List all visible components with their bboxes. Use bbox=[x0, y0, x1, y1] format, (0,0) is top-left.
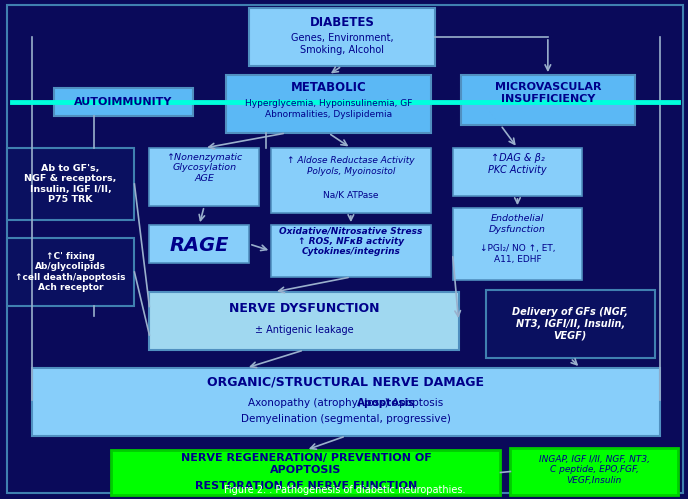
Text: ± Antigenic leakage: ± Antigenic leakage bbox=[255, 325, 354, 335]
Text: METABOLIC: METABOLIC bbox=[290, 80, 366, 93]
FancyBboxPatch shape bbox=[271, 148, 431, 213]
Text: MICROVASCULAR
INSUFFICIENCY: MICROVASCULAR INSUFFICIENCY bbox=[495, 82, 601, 104]
Text: AUTOIMMUNITY: AUTOIMMUNITY bbox=[74, 97, 173, 107]
FancyBboxPatch shape bbox=[111, 450, 500, 495]
FancyBboxPatch shape bbox=[7, 148, 134, 220]
Text: ORGANIC/STRUCTURAL NERVE DAMAGE: ORGANIC/STRUCTURAL NERVE DAMAGE bbox=[207, 376, 484, 389]
FancyBboxPatch shape bbox=[226, 75, 431, 133]
Text: Demyelination (segmental, progressive): Demyelination (segmental, progressive) bbox=[241, 414, 451, 424]
Text: ↑Nonenzymatic
Glycosylation
AGE: ↑Nonenzymatic Glycosylation AGE bbox=[166, 153, 242, 183]
Text: DIABETES: DIABETES bbox=[310, 15, 374, 28]
FancyBboxPatch shape bbox=[249, 8, 435, 66]
Text: ↓PGI₂/ NO ↑, ET,
A11, EDHF: ↓PGI₂/ NO ↑, ET, A11, EDHF bbox=[480, 245, 555, 263]
Text: Delivery of GFs (NGF,
NT3, IGFI/II, Insulin,
VEGF): Delivery of GFs (NGF, NT3, IGFI/II, Insu… bbox=[513, 307, 628, 341]
FancyBboxPatch shape bbox=[460, 75, 635, 125]
Text: NERVE DYSFUNCTION: NERVE DYSFUNCTION bbox=[228, 301, 379, 314]
FancyBboxPatch shape bbox=[149, 225, 249, 263]
Text: ↑C' fixing
Ab/glycolipids
↑cell death/apoptosis
Ach receptor: ↑C' fixing Ab/glycolipids ↑cell death/ap… bbox=[15, 252, 126, 292]
FancyBboxPatch shape bbox=[32, 368, 660, 436]
FancyBboxPatch shape bbox=[149, 148, 259, 206]
Text: ↑DAG & β₂
PKC Activity: ↑DAG & β₂ PKC Activity bbox=[488, 153, 547, 175]
FancyBboxPatch shape bbox=[271, 225, 431, 277]
Text: RESTORATION OF NERVE FUNCTION: RESTORATION OF NERVE FUNCTION bbox=[195, 481, 417, 491]
FancyBboxPatch shape bbox=[54, 88, 193, 116]
Text: RAGE: RAGE bbox=[169, 236, 229, 254]
FancyBboxPatch shape bbox=[486, 290, 655, 358]
Text: Genes, Environment,
Smoking, Alcohol: Genes, Environment, Smoking, Alcohol bbox=[290, 33, 394, 55]
FancyBboxPatch shape bbox=[510, 448, 678, 495]
Text: Endothelial
Dysfunction: Endothelial Dysfunction bbox=[489, 214, 546, 234]
FancyBboxPatch shape bbox=[7, 238, 134, 306]
Text: ↑ Aldose Reductase Activity
Polyols, Myoinositol: ↑ Aldose Reductase Activity Polyols, Myo… bbox=[287, 156, 415, 176]
Text: Axonopathy (atrophy, loss) Apoptosis: Axonopathy (atrophy, loss) Apoptosis bbox=[248, 398, 444, 408]
FancyBboxPatch shape bbox=[149, 292, 459, 350]
Text: Hyperglycemia, Hypoinsulinemia, GF
Abnormalities, Dyslipidemia: Hyperglycemia, Hypoinsulinemia, GF Abnor… bbox=[245, 99, 412, 119]
FancyBboxPatch shape bbox=[453, 208, 582, 280]
Text: NERVE REGENERATION/ PREVENTION OF
APOPTOSIS: NERVE REGENERATION/ PREVENTION OF APOPTO… bbox=[181, 453, 431, 475]
Text: Ab to GF's,
NGF & receptors,
Insulin, IGF I/II,
P75 TRK: Ab to GF's, NGF & receptors, Insulin, IG… bbox=[24, 164, 117, 204]
Text: Apoptosis: Apoptosis bbox=[356, 398, 415, 408]
Text: Figure 2. . Pathogenesis of diabetic neuropathies.: Figure 2. . Pathogenesis of diabetic neu… bbox=[224, 485, 466, 495]
Text: Na/K ATPase: Na/K ATPase bbox=[323, 191, 378, 200]
Text: INGAP, IGF I/II, NGF, NT3,
C peptide, EPO,FGF,
VEGF,Insulin: INGAP, IGF I/II, NGF, NT3, C peptide, EP… bbox=[539, 455, 649, 485]
Text: Oxidative/Nitrosative Stress
↑ ROS, NFκB activity
Cytokines/integrins: Oxidative/Nitrosative Stress ↑ ROS, NFκB… bbox=[279, 226, 422, 256]
FancyBboxPatch shape bbox=[453, 148, 582, 196]
